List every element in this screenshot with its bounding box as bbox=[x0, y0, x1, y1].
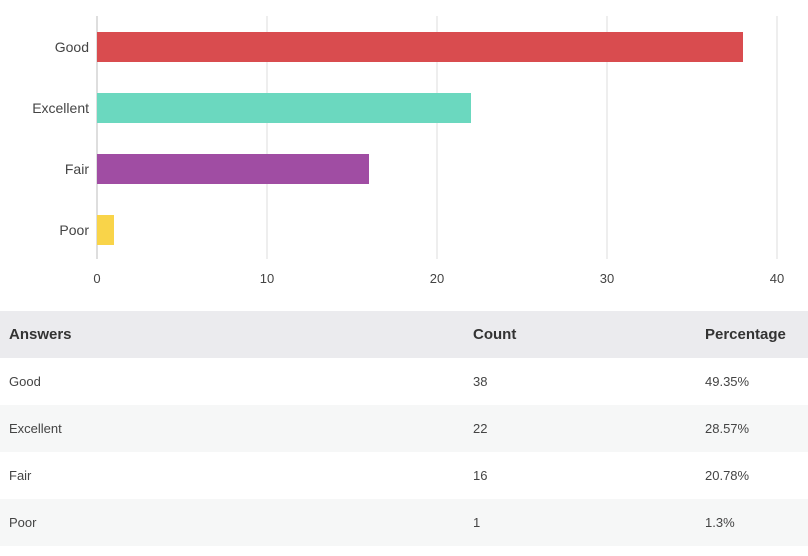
answer-cell: Fair bbox=[9, 468, 32, 483]
x-tick-label: 20 bbox=[430, 271, 444, 286]
count-cell: 1 bbox=[473, 515, 481, 530]
bar-fair[interactable] bbox=[97, 154, 369, 184]
count-cell: 22 bbox=[473, 421, 488, 436]
table-header-row: Answers Count Percentage bbox=[0, 311, 808, 358]
category-label: Poor bbox=[59, 222, 89, 238]
table-row: Poor 1 1.3% bbox=[0, 499, 808, 546]
table-row: Fair 16 20.78% bbox=[0, 452, 808, 499]
results-table: Answers Count Percentage Good 38 49.35% … bbox=[0, 311, 808, 546]
percentage-cell: 28.57% bbox=[705, 421, 750, 436]
bar-good[interactable] bbox=[97, 32, 743, 62]
x-tick-label: 30 bbox=[600, 271, 614, 286]
bar-chart-svg: 0 10 20 30 40 Good Excellent Fair Poor bbox=[32, 16, 784, 286]
bar-chart: 0 10 20 30 40 Good Excellent Fair Poor bbox=[32, 16, 784, 286]
table-row: Excellent 22 28.57% bbox=[0, 405, 808, 452]
count-cell: 38 bbox=[473, 374, 488, 389]
x-tick-label: 0 bbox=[93, 271, 100, 286]
header-percentage[interactable]: Percentage bbox=[705, 326, 786, 343]
bar-poor[interactable] bbox=[97, 215, 114, 245]
category-label: Fair bbox=[65, 161, 89, 177]
x-tick-label: 10 bbox=[260, 271, 274, 286]
header-answers[interactable]: Answers bbox=[9, 326, 72, 343]
answer-cell: Poor bbox=[9, 515, 37, 530]
percentage-cell: 1.3% bbox=[705, 515, 735, 530]
category-label: Good bbox=[55, 39, 89, 55]
header-count[interactable]: Count bbox=[473, 326, 517, 343]
x-tick-label: 40 bbox=[770, 271, 784, 286]
percentage-cell: 49.35% bbox=[705, 374, 750, 389]
category-label: Excellent bbox=[32, 100, 89, 116]
table-row: Good 38 49.35% bbox=[0, 358, 808, 405]
answer-cell: Excellent bbox=[9, 421, 62, 436]
answer-cell: Good bbox=[9, 374, 41, 389]
bar-excellent[interactable] bbox=[97, 93, 471, 123]
count-cell: 16 bbox=[473, 468, 488, 483]
percentage-cell: 20.78% bbox=[705, 468, 750, 483]
